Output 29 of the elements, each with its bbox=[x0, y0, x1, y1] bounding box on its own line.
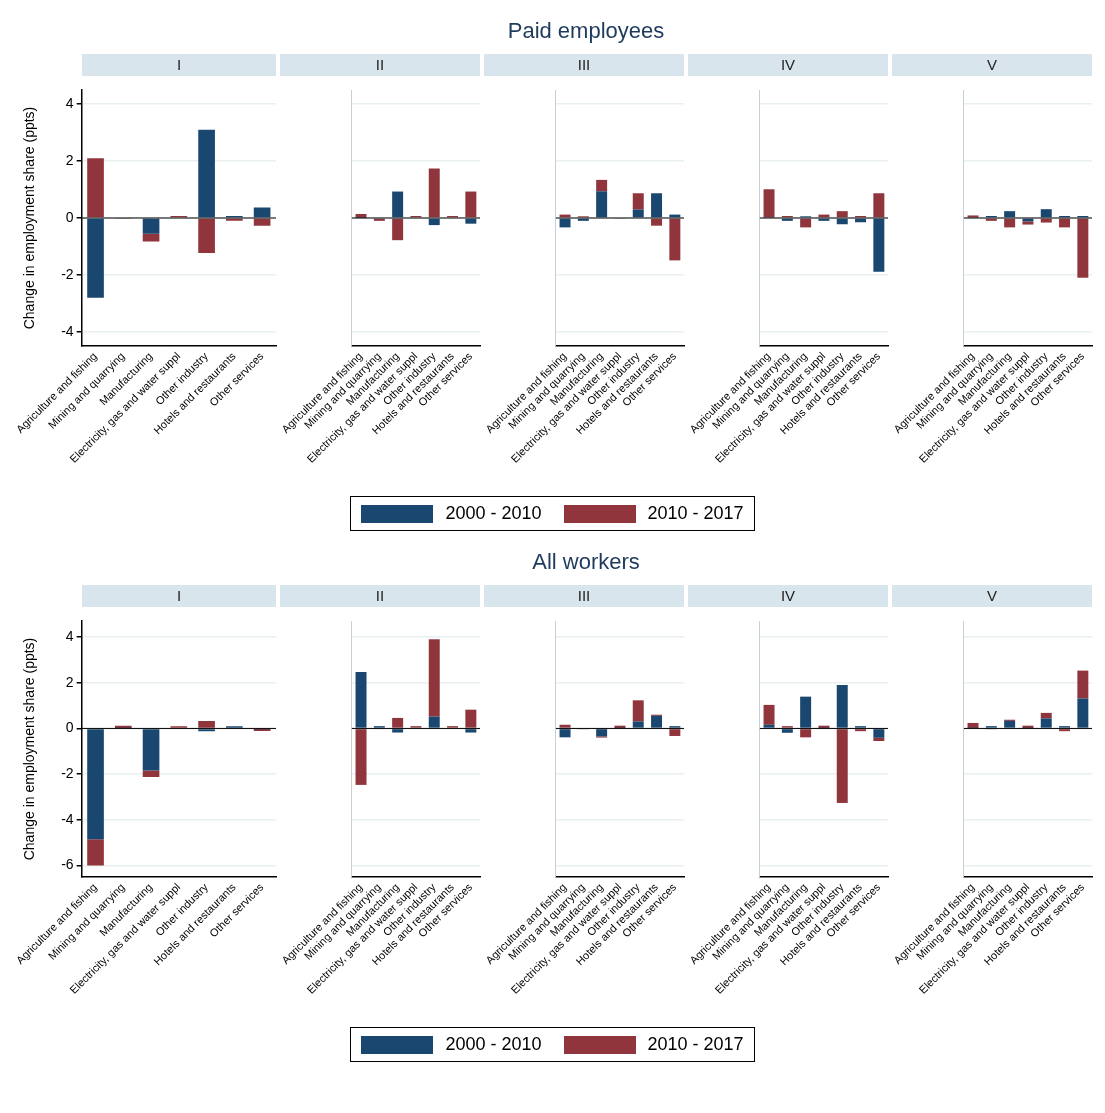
chart-subtitle: II bbox=[280, 585, 480, 607]
y-tick-label: 4 bbox=[65, 627, 74, 644]
chart-subtitle: I bbox=[82, 585, 276, 607]
chart-subtitle: III bbox=[484, 54, 684, 76]
y-tick-label: 2 bbox=[65, 673, 74, 690]
y-axis-title: Change in employment share (ppts) bbox=[20, 106, 37, 330]
y-tick-label: -4 bbox=[61, 322, 74, 339]
chart-subtitle: IV bbox=[688, 585, 888, 607]
y-tick-label: 0 bbox=[65, 208, 74, 225]
y-tick-label: -4 bbox=[61, 810, 74, 827]
chart-title: Paid employees bbox=[506, 18, 666, 45]
y-tick-label: -2 bbox=[61, 765, 74, 781]
chart-subtitle: III bbox=[484, 585, 684, 607]
chart-subtitle: V bbox=[892, 585, 1092, 607]
legend-label: 2000 - 2010 bbox=[444, 1034, 542, 1055]
legend-label: 2010 - 2017 bbox=[646, 1034, 744, 1055]
y-axis-title: Change in employment share (ppts) bbox=[20, 637, 37, 861]
chart-title: All workers bbox=[531, 549, 641, 576]
legend-label: 2010 - 2017 bbox=[646, 503, 744, 524]
chart-subtitle: V bbox=[892, 54, 1092, 76]
y-tick-label: 0 bbox=[65, 719, 74, 736]
chart-subtitle: IV bbox=[688, 54, 888, 76]
y-tick-label: 4 bbox=[65, 95, 74, 112]
legend-label: 2000 - 2010 bbox=[444, 503, 542, 524]
y-tick-label: 2 bbox=[65, 151, 74, 168]
y-tick-label: -6 bbox=[61, 856, 74, 873]
chart-subtitle: II bbox=[280, 54, 480, 76]
chart-subtitle: I bbox=[82, 54, 276, 76]
y-tick-label: -2 bbox=[61, 265, 74, 282]
